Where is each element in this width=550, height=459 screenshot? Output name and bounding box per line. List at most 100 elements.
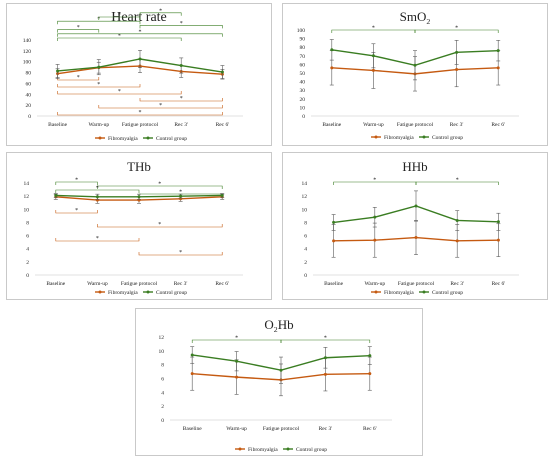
significance-bracket-control — [415, 181, 499, 185]
significance-star: * — [97, 82, 100, 88]
significance-star: * — [179, 250, 182, 256]
control-point — [137, 195, 141, 199]
chart-title-subscript: 2 — [274, 325, 278, 334]
hhb-chart-panel: HHb 0 2 4 6 8 10 12 14 Baseline Warm-up Fatigue pro… — [282, 152, 548, 300]
significance-star: * — [180, 21, 183, 27]
x-tick-label: Rec 6' — [363, 426, 377, 432]
significance-bracket-fibromyalgia — [55, 238, 140, 242]
legend-label-fibromyalgia: Fibromyalgia — [384, 135, 414, 141]
fibromyalgia-point — [330, 66, 334, 70]
control-point — [220, 193, 224, 197]
x-tick-label: Baseline — [46, 281, 65, 287]
significance-bracket-control — [55, 189, 140, 193]
x-tick-label: Fatigue protocol — [397, 122, 434, 128]
control-point — [373, 215, 377, 219]
y-tick-label: 10 — [300, 105, 306, 111]
control-point — [179, 194, 183, 198]
significance-bracket-fibromyalgia — [55, 210, 98, 214]
y-tick-label: 10 — [159, 349, 165, 355]
y-tick-label: 2 — [26, 260, 29, 266]
control-point — [179, 64, 183, 68]
fibromyalgia-point — [414, 236, 418, 240]
legend-marker-control — [146, 290, 150, 294]
legend-marker-control — [422, 290, 426, 294]
significance-star: * — [158, 222, 161, 228]
significance-bracket-fibromyalgia — [98, 105, 223, 109]
significance-bracket-control — [97, 185, 223, 189]
y-tick-label: 0 — [28, 114, 31, 120]
y-tick-label: 10 — [302, 207, 308, 213]
significance-star: * — [373, 178, 376, 184]
significance-bracket-fibromyalgia — [138, 252, 223, 256]
y-tick-label: 70 — [300, 54, 306, 60]
thb-svg: THb 0 2 4 6 8 10 12 14 Baseline Warm-up Fatigue pro… — [24, 159, 243, 296]
fibromyalgia-point — [323, 372, 327, 376]
y-tick-label: 80 — [300, 45, 306, 51]
chart-title-subscript: 2 — [426, 17, 430, 26]
y-tick-label: 8 — [26, 220, 29, 226]
y-tick-label: 60 — [26, 81, 32, 87]
significance-star: * — [96, 186, 99, 192]
y-tick-label: 40 — [300, 80, 306, 86]
y-tick-label: 30 — [300, 88, 306, 94]
x-tick-label: Fatigue protocol — [263, 426, 300, 432]
thb-chart-panel: THb 0 2 4 6 8 10 12 14 Baseline Warm-up Fatigue pro… — [6, 152, 272, 300]
control-point — [413, 63, 417, 67]
x-tick-label: Warm-up — [364, 281, 385, 287]
hhb-svg: HHb 0 2 4 6 8 10 12 14 Baseline Warm-up Fatigue pro… — [302, 159, 519, 296]
x-tick-label: Rec 3' — [319, 426, 333, 432]
y-tick-label: 14 — [302, 181, 308, 187]
y-tick-label: 40 — [26, 92, 32, 98]
y-tick-label: 0 — [304, 273, 307, 279]
y-tick-label: 90 — [300, 37, 306, 43]
x-tick-label: Baseline — [322, 122, 341, 128]
control-point — [496, 49, 500, 53]
heart-rate-chart-panel: Heart rate 0 20 40 60 80 100 120 140 Baseline Warm… — [6, 3, 272, 146]
control-point — [54, 193, 58, 197]
significance-star: * — [77, 25, 80, 31]
control-point — [190, 353, 194, 357]
y-tick-label: 8 — [304, 220, 307, 226]
control-point — [97, 65, 101, 69]
control-point — [235, 359, 239, 363]
significance-star: * — [372, 26, 375, 32]
legend-label-control: Control group — [156, 136, 187, 142]
significance-star: * — [77, 75, 80, 81]
legend-marker-fibromyalgia — [374, 135, 378, 139]
legend-marker-control — [422, 135, 426, 139]
significance-star: * — [158, 182, 161, 188]
significance-star: * — [179, 190, 182, 196]
x-tick-label: Warm-up — [226, 426, 247, 432]
legend-marker-fibromyalgia — [98, 290, 102, 294]
significance-star: * — [75, 178, 78, 184]
fibromyalgia-point — [455, 239, 459, 243]
control-point — [138, 57, 142, 61]
legend-marker-fibromyalgia — [98, 136, 102, 140]
significance-bracket-control — [55, 181, 98, 185]
chart-title: SmO2 — [400, 9, 431, 26]
x-tick-label: Baseline — [48, 122, 67, 128]
significance-star: * — [159, 103, 162, 109]
control-point — [455, 218, 459, 222]
y-tick-label: 20 — [300, 97, 306, 103]
x-tick-label: Rec 3' — [450, 281, 464, 287]
control-point — [220, 70, 224, 74]
significance-star: * — [139, 110, 142, 116]
y-tick-label: 4 — [26, 247, 29, 253]
chart-title-rest: Hb — [278, 317, 294, 332]
legend-label-control: Control group — [156, 290, 187, 296]
x-tick-label: Warm-up — [363, 122, 384, 128]
y-tick-label: 10 — [24, 207, 30, 213]
y-tick-label: 100 — [297, 28, 306, 34]
y-tick-label: 12 — [159, 335, 165, 341]
chart-title-main: O — [264, 317, 273, 332]
y-tick-label: 12 — [302, 194, 308, 200]
smo2-chart-panel: SmO2 0 10 20 30 40 50 60 70 80 90 100 Baseline Warm-u… — [282, 3, 548, 146]
fibromyalgia-point — [496, 238, 500, 242]
significance-bracket-control — [280, 339, 371, 343]
control-point — [56, 69, 60, 73]
significance-bracket-fibromyalgia — [57, 112, 223, 116]
chart-title: HHb — [402, 159, 427, 174]
